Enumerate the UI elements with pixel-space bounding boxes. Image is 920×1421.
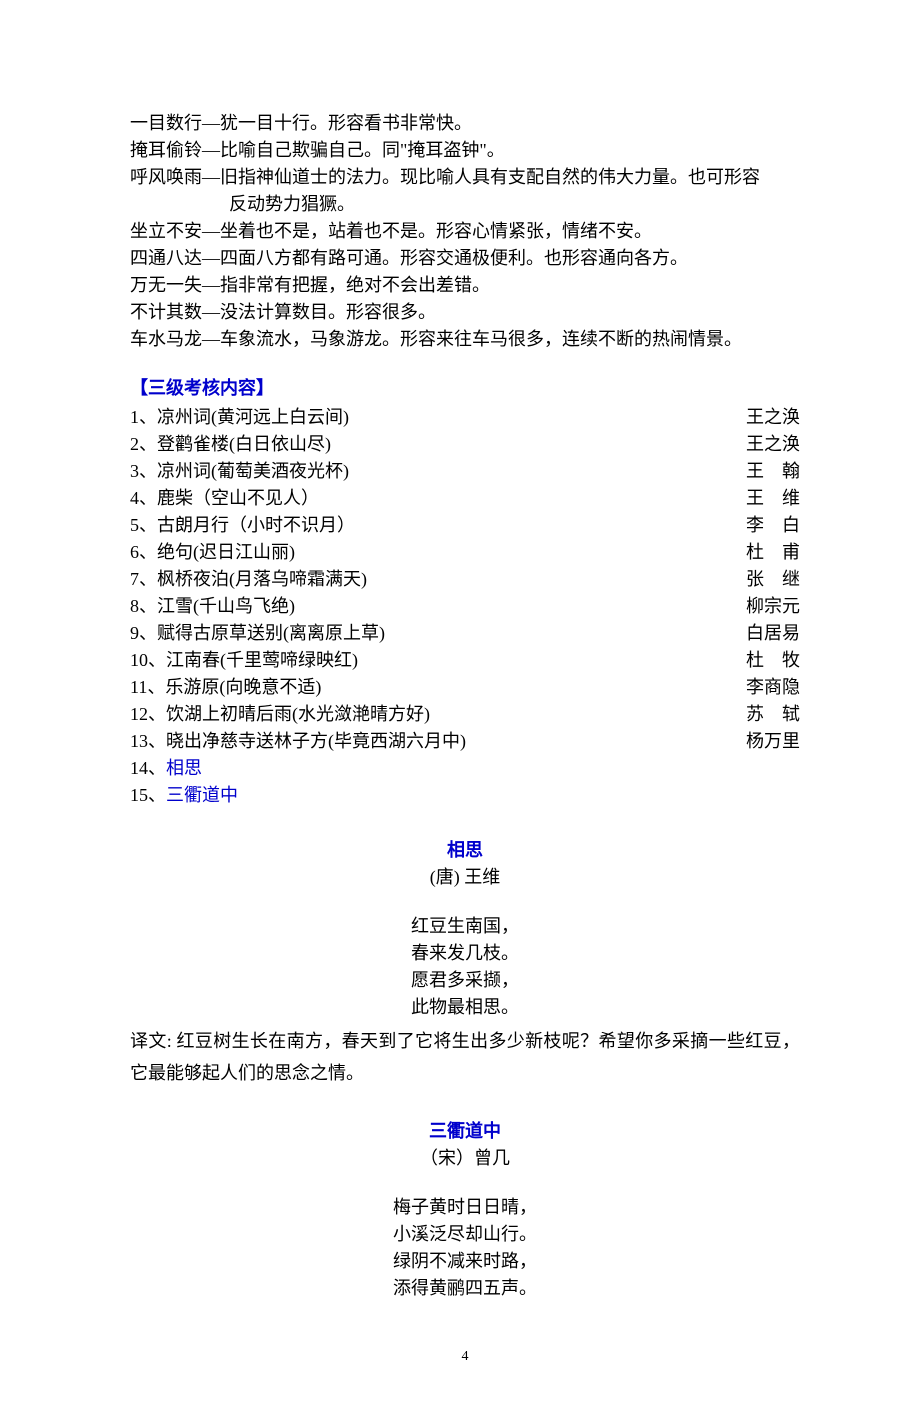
idiom-item: 呼风唤雨—旧指神仙道士的法力。现比喻人具有支配自然的伟大力量。也可形容 [130,164,800,191]
list-item: 14、相思 [130,755,800,782]
poem-translation: 译文: 红豆树生长在南方，春天到了它将生出多少新枝呢？希望你多采摘一些红豆，它最… [130,1025,800,1090]
list-item: 2、登鹳雀楼(白日依山尽)王之涣 [130,431,800,458]
poem-body: 红豆生南国， 春来发几枝。 愿君多采撷， 此物最相思。 [130,913,800,1021]
poem-author: (唐) 王维 [130,864,800,891]
list-item: 8、江雪(千山鸟飞绝)柳宗元 [130,593,800,620]
poem-line: 小溪泛尽却山行。 [130,1221,800,1248]
page-number: 4 [130,1346,800,1367]
poem-link[interactable]: 相思 [166,758,202,778]
poem-line: 此物最相思。 [130,994,800,1021]
list-item: 1、凉州词(黄河远上白云间)王之涣 [130,404,800,431]
idiom-item: 万无一失—指非常有把握，绝对不会出差错。 [130,272,800,299]
poem-link[interactable]: 三衢道中 [166,785,238,805]
list-item: 7、枫桥夜泊(月落乌啼霜满天)张 继 [130,566,800,593]
poem-index-list: 1、凉州词(黄河远上白云间)王之涣 2、登鹳雀楼(白日依山尽)王之涣 3、凉州词… [130,404,800,809]
list-item: 11、乐游原(向晚意不适)李商隐 [130,674,800,701]
list-item: 13、晓出净慈寺送林子方(毕竟西湖六月中)杨万里 [130,728,800,755]
list-item: 5、古朗月行（小时不识月）李 白 [130,512,800,539]
poem-line: 愿君多采撷， [130,967,800,994]
list-item: 6、绝句(迟日江山丽)杜 甫 [130,539,800,566]
poem-author: （宋）曾几 [130,1145,800,1172]
list-item: 4、鹿柴（空山不见人）王 维 [130,485,800,512]
document-page: 一目数行—犹一目十行。形容看书非常快。 掩耳偷铃—比喻自己欺骗自己。同"掩耳盗钟… [0,0,920,1421]
list-item: 10、江南春(千里莺啼绿映红)杜 牧 [130,647,800,674]
idiom-item: 掩耳偷铃—比喻自己欺骗自己。同"掩耳盗钟"。 [130,137,800,164]
list-item: 15、三衢道中 [130,782,800,809]
idiom-item: 坐立不安—坐着也不是，站着也不是。形容心情紧张，情绪不安。 [130,218,800,245]
poem-line: 绿阴不减来时路， [130,1248,800,1275]
list-item: 12、饮湖上初晴后雨(水光潋滟晴方好)苏 轼 [130,701,800,728]
poem-body: 梅子黄时日日晴， 小溪泛尽却山行。 绿阴不减来时路， 添得黄鹂四五声。 [130,1194,800,1302]
poem-line: 春来发几枝。 [130,940,800,967]
poem-title: 相思 [130,837,800,864]
idiom-item: 一目数行—犹一目十行。形容看书非常快。 [130,110,800,137]
list-item: 3、凉州词(葡萄美酒夜光杯)王 翰 [130,458,800,485]
poem-line: 梅子黄时日日晴， [130,1194,800,1221]
list-item: 9、赋得古原草送别(离离原上草)白居易 [130,620,800,647]
idiom-item: 四通八达—四面八方都有路可通。形容交通极便利。也形容通向各方。 [130,245,800,272]
idiom-item: 车水马龙—车象流水，马象游龙。形容来往车马很多，连续不断的热闹情景。 [130,326,800,353]
poem-title: 三衢道中 [130,1118,800,1145]
idiom-item-continuation: 反动势力猖獗。 [130,191,800,218]
idiom-definitions: 一目数行—犹一目十行。形容看书非常快。 掩耳偷铃—比喻自己欺骗自己。同"掩耳盗钟… [130,110,800,353]
idiom-item: 不计其数—没法计算数目。形容很多。 [130,299,800,326]
section-heading: 【三级考核内容】 [130,375,800,402]
poem-line: 红豆生南国， [130,913,800,940]
poem-line: 添得黄鹂四五声。 [130,1275,800,1302]
